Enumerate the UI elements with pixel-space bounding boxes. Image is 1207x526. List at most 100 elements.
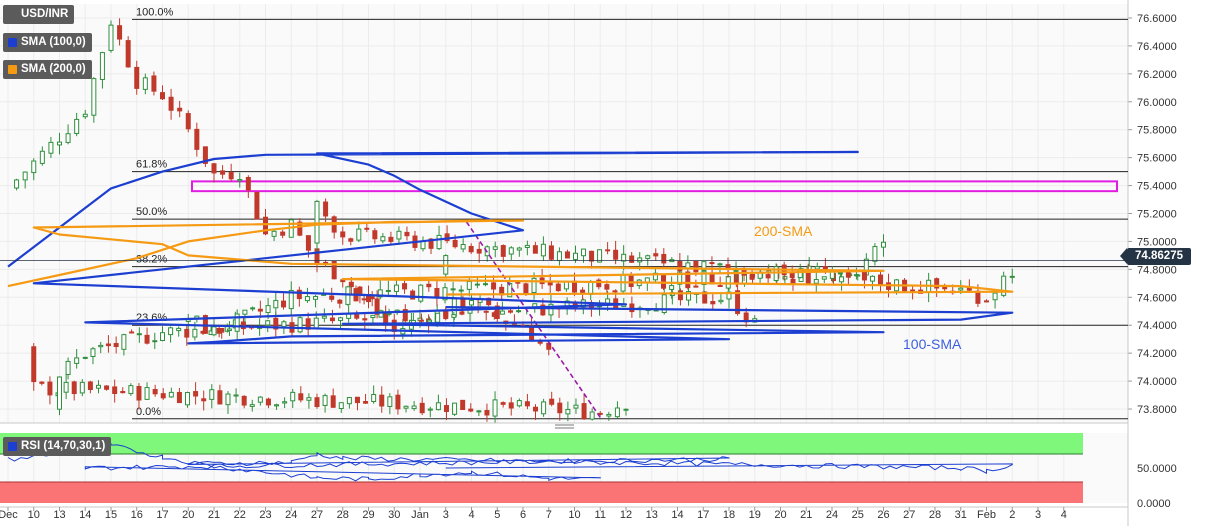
candle-body [134, 66, 140, 89]
candle-body [87, 381, 93, 391]
candle-body [516, 247, 522, 251]
y-tick-label: 75.6000 [1137, 153, 1177, 165]
candle-body [556, 251, 562, 262]
candle-body [225, 393, 231, 406]
x-tick-label: 17 [697, 509, 709, 521]
candle-body [209, 389, 215, 400]
candle-body [435, 402, 441, 411]
x-tick-label: 6 [520, 509, 526, 521]
candle-body [588, 281, 594, 295]
rsi-tick-label: 50.0000 [1137, 463, 1177, 475]
candle-body [31, 160, 37, 174]
candle-body [549, 398, 555, 405]
x-tick-label: Jan [411, 509, 429, 521]
candle-body [645, 255, 651, 259]
candle-body [105, 343, 111, 347]
candle-body [693, 260, 699, 273]
candle-body [144, 334, 150, 344]
fibonacci-label: 23.6% [136, 312, 167, 324]
x-tick-label: 28 [929, 509, 941, 521]
x-tick-label: 14 [79, 509, 91, 521]
candle-body [637, 257, 643, 263]
sma100-legend[interactable]: SMA (100,0) [3, 33, 92, 52]
x-tick-label: 27 [311, 509, 323, 521]
candle-body [79, 381, 85, 394]
candle-body [39, 381, 45, 384]
resistance-zone [191, 180, 1118, 193]
candle-body [128, 385, 134, 395]
candle-body [693, 285, 699, 288]
candle-body [346, 397, 352, 405]
pane-splitter-handle[interactable] [555, 424, 574, 429]
candle-body [621, 253, 627, 262]
candle-body [250, 307, 256, 310]
candle-body [151, 75, 157, 92]
x-tick-label: 16 [131, 509, 143, 521]
candle-body [160, 393, 166, 399]
rsi-swatch [8, 442, 17, 451]
candle-body [565, 408, 571, 415]
candle-body [364, 227, 370, 230]
candle-body [460, 244, 466, 250]
candle-body [418, 284, 424, 302]
x-tick-label: 11 [595, 509, 606, 521]
candle-body [281, 321, 287, 328]
candle-body [877, 274, 883, 286]
x-tick-label: 22 [234, 509, 246, 521]
candle-body [321, 315, 327, 319]
candle-body [65, 360, 71, 375]
x-tick-label: 4 [468, 509, 474, 521]
candle-body [476, 410, 482, 413]
y-tick-label: 75.8000 [1137, 125, 1177, 137]
candle-body [47, 381, 53, 396]
candle-body [403, 405, 409, 409]
candle-body [296, 289, 302, 300]
sma200-legend[interactable]: SMA (200,0) [3, 60, 92, 79]
candle-body [469, 300, 474, 306]
candle-body [540, 304, 546, 316]
fibonacci-label: 100.0% [136, 6, 174, 18]
candle-body [491, 312, 497, 317]
candle-body [1009, 275, 1015, 278]
candle-body [39, 150, 45, 164]
candle-body [65, 133, 71, 143]
candle-body [273, 317, 279, 330]
candle-body [537, 341, 543, 344]
candle-body [548, 303, 554, 316]
candle-body [910, 289, 916, 292]
candle-body [596, 279, 602, 288]
x-tick-label: 17 [156, 509, 168, 521]
candle-body [725, 264, 731, 269]
candle-body [14, 179, 20, 189]
candle-body [612, 290, 618, 293]
candle-body [117, 25, 123, 40]
candle-body [297, 221, 303, 236]
rsi-tick-label: 0.0000 [1137, 498, 1171, 510]
candle-body [524, 401, 530, 407]
candle-body [31, 346, 37, 383]
candle-body [357, 286, 363, 296]
x-tick-label: 4 [1061, 509, 1067, 521]
candle-body [661, 294, 667, 314]
candle-body [427, 319, 433, 323]
candle-body [491, 282, 497, 290]
candle-body [184, 328, 190, 338]
y-tick-label: 75.4000 [1137, 181, 1177, 193]
candle-body [282, 401, 288, 404]
candle-body [507, 310, 513, 313]
rsi-legend[interactable]: RSI (14,70,30,1) [3, 437, 112, 456]
candle-body [718, 299, 724, 303]
candle-body [541, 401, 547, 415]
candle-body [677, 290, 683, 301]
candle-body [136, 333, 142, 336]
candle-body [532, 245, 538, 254]
candle-body [71, 381, 77, 395]
candle-body [377, 289, 383, 298]
candle-body [499, 310, 505, 315]
sma200-swatch [8, 65, 17, 74]
candle-body [297, 317, 303, 333]
sma100-line [7, 150, 1014, 345]
candle-body [290, 391, 296, 402]
candle-body [233, 394, 239, 397]
